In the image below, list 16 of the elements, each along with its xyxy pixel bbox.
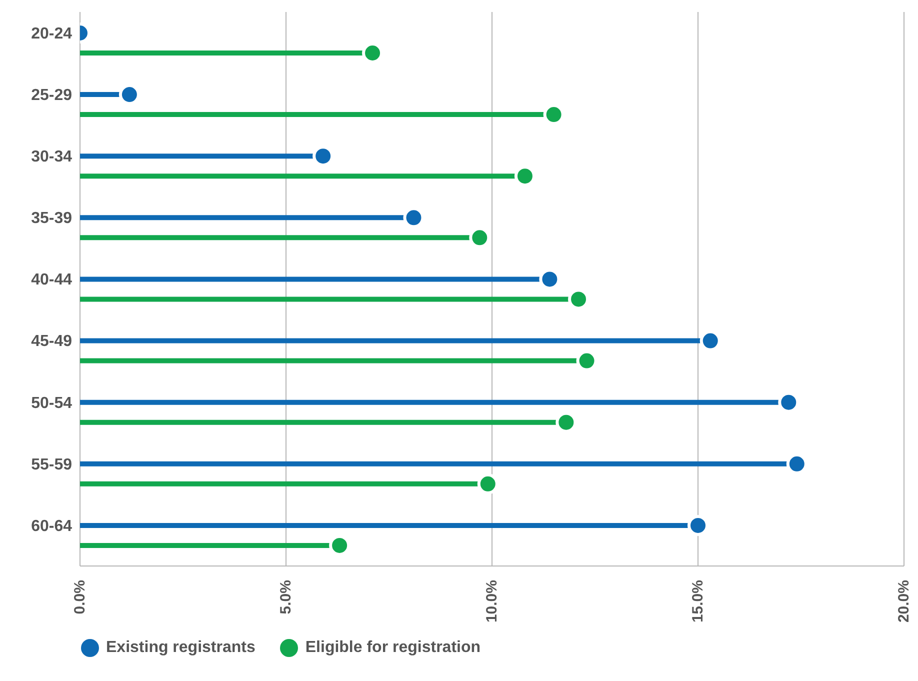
x-tick-label: 10.0% [484,580,500,623]
x-tick-label: 0.0% [72,580,88,614]
x-tick-label: 15.0% [690,580,706,623]
y-tick-label: 55-59 [31,456,72,474]
y-tick-label: 60-64 [31,518,72,535]
legend-label: Eligible for registration [305,639,481,657]
y-tick-label: 25-29 [31,87,72,104]
y-tick-label: 50-54 [31,394,72,412]
y-tick-label: 30-34 [31,148,72,166]
y-tick-label: 35-39 [31,210,72,228]
x-tick-label: 20.0% [896,580,912,623]
y-tick-label: 40-44 [31,272,72,289]
y-tick-label: 45-49 [31,333,72,350]
y-tick-label: 20-24 [31,25,72,42]
legend-label: Existing registrants [106,639,256,657]
x-tick-label: 5.0% [278,580,294,614]
